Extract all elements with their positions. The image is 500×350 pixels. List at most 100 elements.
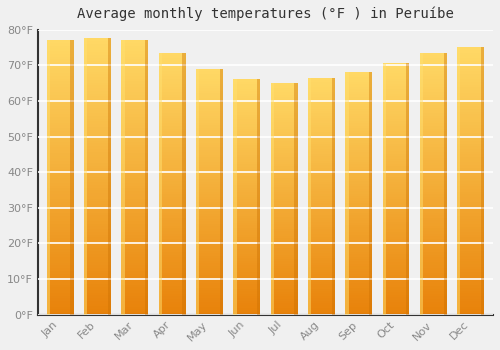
Bar: [84, 66, 111, 69]
Bar: [84, 52, 111, 55]
Bar: [382, 232, 409, 235]
Bar: [158, 173, 186, 176]
Bar: [122, 188, 148, 191]
Bar: [346, 300, 372, 303]
Bar: [84, 188, 111, 190]
Bar: [382, 242, 409, 244]
Bar: [457, 253, 484, 256]
Bar: [234, 86, 260, 89]
Bar: [270, 104, 297, 106]
Bar: [47, 285, 74, 287]
Bar: [84, 85, 111, 88]
Bar: [196, 224, 223, 226]
Bar: [122, 79, 148, 82]
Bar: [308, 161, 335, 163]
Bar: [346, 160, 372, 162]
Bar: [382, 169, 409, 171]
Bar: [158, 260, 186, 262]
Bar: [346, 118, 372, 121]
Bar: [346, 184, 372, 186]
Bar: [308, 225, 335, 227]
Bar: [457, 112, 484, 114]
Bar: [270, 206, 297, 208]
Bar: [457, 79, 484, 82]
Bar: [420, 252, 447, 254]
Bar: [84, 171, 111, 174]
Bar: [196, 253, 223, 256]
Bar: [122, 197, 148, 199]
Bar: [196, 76, 223, 79]
Bar: [158, 113, 186, 116]
Bar: [270, 187, 297, 190]
Bar: [270, 259, 297, 261]
Bar: [457, 122, 484, 125]
Bar: [420, 184, 447, 186]
Bar: [382, 179, 409, 182]
Bar: [270, 111, 297, 113]
Bar: [84, 232, 111, 235]
Bar: [308, 251, 335, 253]
Bar: [382, 305, 409, 307]
Bar: [196, 98, 223, 101]
Bar: [158, 178, 186, 181]
Bar: [196, 135, 223, 138]
Bar: [457, 125, 484, 128]
Bar: [270, 83, 297, 85]
Bar: [47, 79, 74, 82]
Bar: [346, 172, 372, 174]
Bar: [420, 147, 447, 150]
Bar: [196, 310, 223, 312]
Bar: [122, 175, 148, 177]
Bar: [308, 184, 335, 187]
Bar: [47, 304, 74, 307]
Bar: [270, 310, 297, 313]
Bar: [196, 177, 223, 180]
Bar: [420, 207, 447, 210]
Bar: [234, 162, 260, 164]
Bar: [270, 217, 297, 220]
Bar: [420, 236, 447, 239]
Bar: [420, 286, 447, 288]
Bar: [122, 167, 148, 169]
Bar: [47, 95, 74, 98]
Bar: [420, 152, 447, 155]
Bar: [420, 231, 447, 233]
Bar: [234, 214, 260, 216]
Bar: [308, 256, 335, 258]
Bar: [196, 165, 223, 167]
Bar: [308, 111, 335, 113]
Bar: [234, 181, 260, 183]
Bar: [158, 212, 186, 215]
Bar: [382, 302, 409, 305]
Bar: [47, 172, 74, 175]
Bar: [196, 290, 223, 293]
Bar: [308, 170, 335, 173]
Bar: [84, 152, 111, 154]
Bar: [47, 298, 74, 301]
Bar: [420, 71, 447, 74]
Bar: [457, 58, 484, 61]
Bar: [47, 301, 74, 304]
Bar: [84, 199, 111, 202]
Bar: [420, 139, 447, 142]
Bar: [457, 187, 484, 189]
Bar: [158, 160, 186, 163]
Bar: [84, 88, 111, 91]
Bar: [382, 267, 409, 270]
Bar: [234, 218, 260, 220]
Bar: [457, 200, 484, 202]
Bar: [122, 120, 148, 122]
Bar: [308, 173, 335, 175]
Bar: [196, 295, 223, 298]
Bar: [196, 221, 223, 224]
Bar: [457, 202, 484, 205]
Bar: [158, 239, 186, 241]
Bar: [122, 46, 148, 49]
Bar: [420, 244, 447, 247]
Bar: [196, 209, 223, 211]
Bar: [122, 142, 148, 145]
Bar: [382, 206, 409, 209]
Bar: [196, 226, 223, 229]
Bar: [84, 94, 111, 97]
Bar: [84, 144, 111, 146]
